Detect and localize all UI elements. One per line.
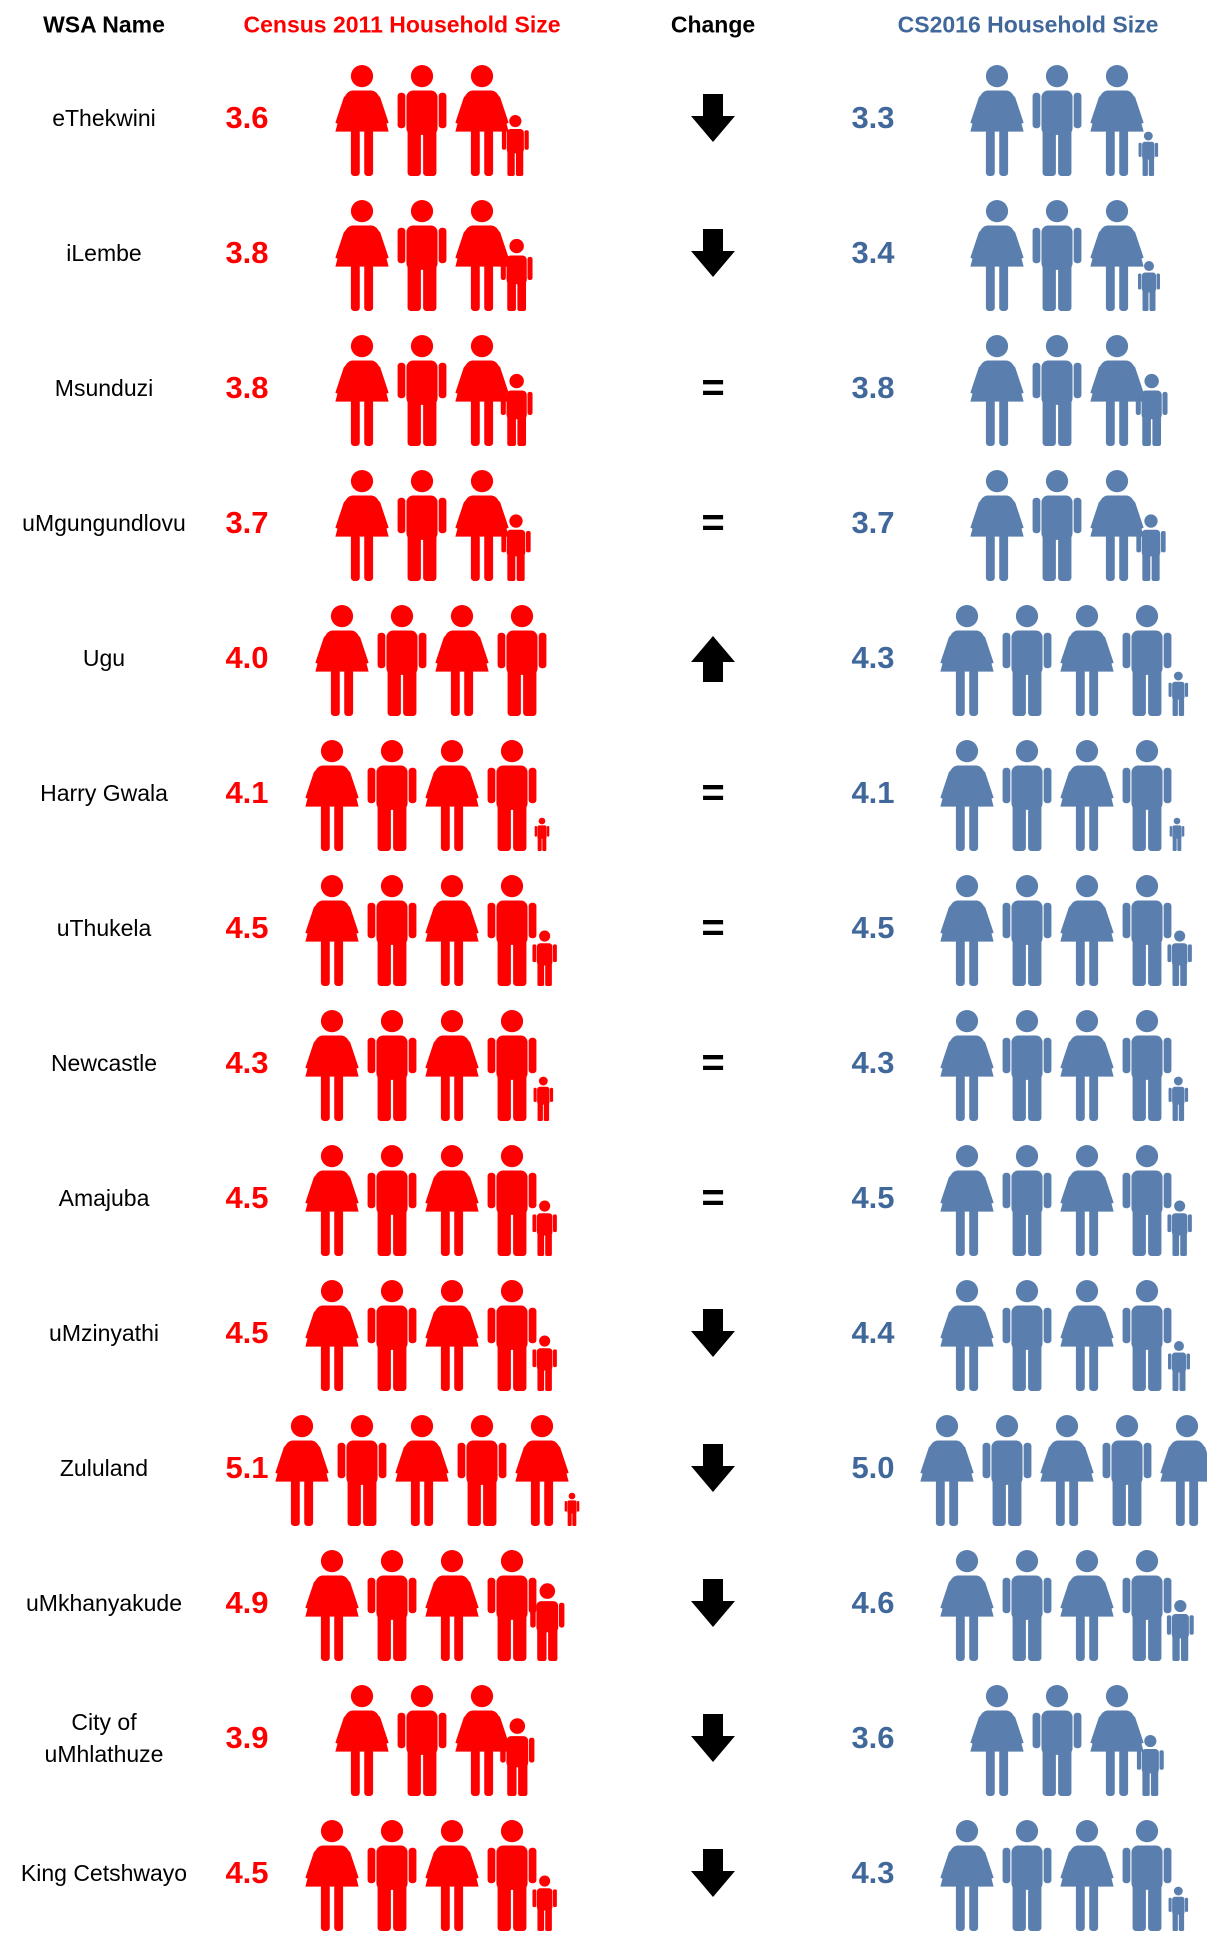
wsa-name: uMzinyathi: [49, 1320, 159, 1346]
household-icons: [970, 335, 1168, 446]
cs2016-value: 4.5: [851, 910, 895, 945]
wsa-name: King Cetshwayo: [20, 1860, 188, 1886]
wsa-name: uThukela: [56, 915, 152, 941]
arrow-down: [691, 94, 735, 142]
census-2011-value: 3.8: [225, 370, 269, 405]
cs2016-value: 4.3: [851, 640, 895, 675]
household-icons: [305, 1010, 554, 1121]
census-2011-value: 4.5: [225, 1315, 269, 1350]
cs2016-value: 4.6: [851, 1585, 895, 1620]
arrow-down: [691, 1309, 735, 1357]
cs2016-value: 5.0: [851, 1450, 895, 1485]
household-icons: [940, 740, 1185, 851]
arrow-down: [691, 1714, 735, 1762]
census-2011-value: 4.5: [225, 1855, 269, 1890]
household-icons: [940, 1280, 1190, 1391]
household-icons: [305, 1280, 557, 1391]
cs2016-value: 3.3: [851, 100, 895, 135]
change-equal: =: [701, 770, 725, 815]
change-equal: =: [701, 1175, 725, 1220]
arrow-down: [691, 1579, 735, 1627]
header: WSA Name: [43, 11, 165, 38]
census-2011-value: 4.9: [225, 1585, 269, 1620]
header: Change: [670, 11, 756, 38]
household-icons: [940, 1550, 1194, 1661]
household-icons: [940, 1820, 1189, 1931]
household-icons: [315, 605, 547, 716]
change-equal: =: [701, 1040, 725, 1085]
household-icons: [335, 1685, 535, 1796]
household-icons: [305, 1145, 557, 1256]
arrow-down: [691, 229, 735, 277]
wsa-name: Ugu: [82, 645, 126, 671]
household-icons: [305, 875, 557, 986]
census-2011-value: 3.9: [225, 1720, 269, 1755]
household-icons: [920, 1415, 1207, 1526]
arrow-down: [691, 1849, 735, 1897]
cs2016-value: 3.8: [851, 370, 895, 405]
household-icons: [305, 740, 550, 851]
cs2016-value: 3.7: [851, 505, 895, 540]
census-2011-value: 4.3: [225, 1045, 269, 1080]
household-icons: [275, 1415, 580, 1526]
household-icons: [335, 65, 529, 176]
census-2011-value: 3.6: [225, 100, 269, 135]
census-2011-value: 4.5: [225, 910, 269, 945]
census-2011-value: 4.0: [225, 640, 269, 675]
household-icons: [305, 1550, 565, 1661]
wsa-name: iLembe: [66, 240, 142, 266]
cs2016-value: 4.4: [851, 1315, 895, 1350]
cs2016-value: 4.3: [851, 1045, 895, 1080]
household-icons: [940, 1145, 1192, 1256]
cs2016-value: 4.5: [851, 1180, 895, 1215]
census-2011-value: 4.5: [225, 1180, 269, 1215]
household-icons: [970, 65, 1159, 176]
cs2016-value: 3.4: [851, 235, 895, 270]
census-2011-value: 5.1: [225, 1450, 269, 1485]
wsa-name: uMkhanyakude: [26, 1590, 182, 1616]
wsa-name: uMgungundlovu: [22, 510, 186, 536]
wsa-name: Amajuba: [58, 1185, 150, 1211]
wsa-name: eThekwini: [52, 105, 156, 131]
household-icons: [305, 1820, 557, 1931]
header: Census 2011 Household Size: [243, 11, 561, 38]
wsa-name: Harry Gwala: [40, 780, 168, 806]
change-equal: =: [701, 905, 725, 950]
cs2016-value: 3.6: [851, 1720, 895, 1755]
census-2011-value: 3.8: [225, 235, 269, 270]
wsa-name: Zululand: [59, 1455, 149, 1481]
wsa-name: City of uMhlathuze: [44, 1709, 164, 1767]
cs2016-value: 4.1: [851, 775, 895, 810]
household-icons: [335, 470, 531, 581]
census-2011-value: 3.7: [225, 505, 269, 540]
wsa-name: Newcastle: [50, 1050, 158, 1076]
cs2016-value: 4.3: [851, 1855, 895, 1890]
change-equal: =: [701, 500, 725, 545]
household-icons: [940, 875, 1192, 986]
wsa-name: Msunduzi: [54, 375, 154, 401]
household-icons: [970, 1685, 1164, 1796]
change-equal: =: [701, 365, 725, 410]
household-icons: [970, 470, 1166, 581]
household-icons: [970, 200, 1160, 311]
household-icons: [335, 200, 533, 311]
arrow-down: [691, 1444, 735, 1492]
census-2011-value: 4.1: [225, 775, 269, 810]
household-icons: [940, 1010, 1189, 1121]
household-icons: [940, 605, 1189, 716]
household-icons: [335, 335, 533, 446]
header: CS2016 Household Size: [897, 11, 1159, 38]
arrow-up: [691, 636, 735, 682]
